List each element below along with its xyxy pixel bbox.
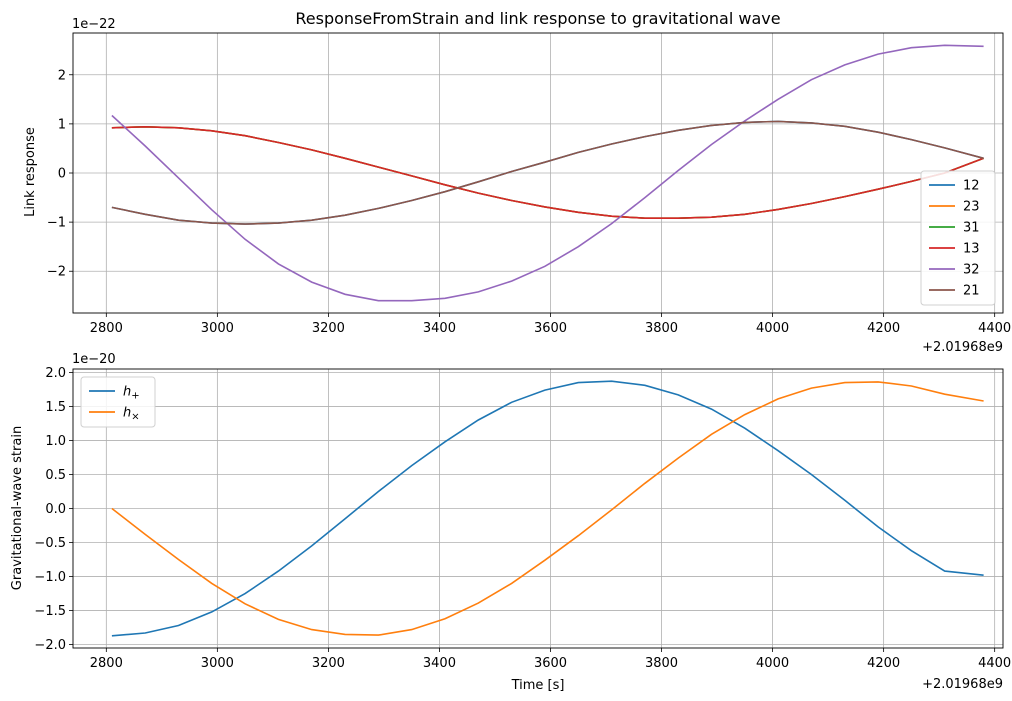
y-tick-label: 0.0 [45,502,66,517]
x-tick-label: 4200 [867,321,900,336]
x-tick-label: 3800 [645,321,678,336]
y-tick-label: −1.5 [34,604,66,619]
x-tick-label: 3000 [201,321,234,336]
legend-box [80,376,156,428]
y-scale-text: 1e−22 [72,17,116,32]
legend-label: 13 [963,242,980,257]
y-tick-label: −0.5 [34,536,66,551]
legend: h+ h× [80,376,156,428]
x-tick-label: 2800 [90,656,123,671]
y-tick-label: −1.0 [34,570,66,585]
y-axis-label: Link response [23,127,38,217]
legend-label: 23 [963,200,980,215]
y-scale-text: 1e−20 [72,352,116,367]
y-tick-label: 2 [58,68,66,83]
x-tick-label: 4000 [756,321,789,336]
legend-label: 21 [963,284,980,299]
x-tick-label: 3600 [534,656,567,671]
legend-label: h+ [123,385,140,402]
y-tick-label: 1.0 [45,434,66,449]
series-line-23 [111,125,984,219]
legend-box [920,170,996,306]
series-line-21 [111,120,984,225]
x-tick-label: 3000 [201,656,234,671]
x-offset-text: +2.01968e9 [922,340,1003,355]
y-tick-label: −2 [47,265,66,280]
y-tick-label: 2.0 [45,366,66,381]
x-tick-label: 3800 [645,656,678,671]
y-tick-label: −1 [47,216,66,231]
legend-label: 32 [963,263,980,278]
x-tick-label: 2800 [90,321,123,336]
chart-gw-strain: 1e−20 Gravitational-wave strain Time [s]… [10,352,1011,693]
x-tick-label: 4400 [978,656,1011,671]
legend-label: h× [123,406,140,423]
series-line-13 [111,125,984,219]
series-line-h+ [111,380,984,637]
x-tick-label: 3400 [423,321,456,336]
x-axis-label: Time [s] [511,678,565,693]
x-tick-label: 3600 [534,321,567,336]
series-line-h× [111,381,984,636]
x-tick-label: 4400 [978,321,1011,336]
plot-area: 2800 3000 3200 3400 3600 3800 4000 4200 4400 −2 −1… [47,32,1011,336]
chart-link-response: ResponseFromStrain and link response to … [23,9,1011,355]
legend-label: 31 [963,221,980,236]
y-axis-label: Gravitational-wave strain [10,426,25,590]
x-tick-label: 3200 [312,656,345,671]
series-line-31 [111,125,984,219]
y-tick-label: −2.0 [34,638,66,653]
y-tick-label: 0.5 [45,468,66,483]
y-tick-label: 0 [58,167,66,182]
legend-label: 12 [963,179,980,194]
x-tick-label: 4200 [867,656,900,671]
y-tick-label: 1 [58,117,66,132]
legend: 12 23 31 13 32 21 [920,170,996,306]
y-tick-label: 1.5 [45,400,66,415]
x-tick-label: 4000 [756,656,789,671]
plot-area: 2800 3000 3200 3400 3600 3800 4000 4200 4400 −2.0… [34,366,1011,671]
x-tick-label: 3200 [312,321,345,336]
series-line-32 [111,44,984,302]
chart-title: ResponseFromStrain and link response to … [295,9,780,28]
x-tick-label: 3400 [423,656,456,671]
x-offset-text: +2.01968e9 [922,677,1003,692]
